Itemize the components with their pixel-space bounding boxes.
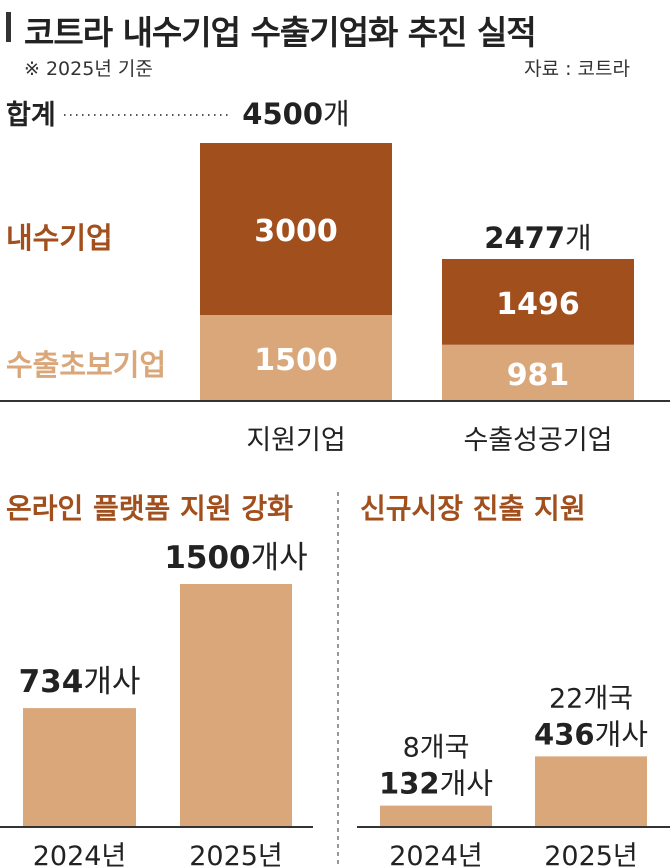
newmarket-chart-value-label: 436개사 — [534, 717, 648, 751]
online-chart-year-label: 2024년 — [33, 841, 127, 868]
newmarket-chart-bar — [380, 805, 492, 827]
online-chart-title: 온라인 플랫폼 지원 강화 — [6, 492, 293, 525]
online-chart-bar — [180, 584, 292, 827]
segment-value-label: 1500 — [254, 343, 338, 378]
online-chart-year-label: 2025년 — [189, 841, 283, 868]
newmarket-chart-year-label: 2025년 — [544, 841, 638, 868]
bar-segment-export-beginner — [200, 315, 392, 401]
newmarket-chart-country-count-label: 8개국 — [403, 733, 470, 764]
newmarket-chart-value-label: 132개사 — [379, 767, 493, 801]
source-note: 자료 : 코트라 — [524, 58, 630, 80]
online-chart-value-label: 1500개사 — [164, 540, 307, 576]
newmarket-chart-country-count-label: 22개국 — [549, 683, 633, 714]
bar-segment-domestic — [442, 258, 634, 345]
online-chart-bar — [23, 708, 136, 827]
newmarket-chart-title: 신규시장 진출 지원 — [360, 492, 586, 525]
segment-value-label: 1496 — [496, 287, 580, 322]
page-title: 코트라 내수기업 수출기업화 추진 실적 — [24, 13, 537, 52]
base-year-note: ※ 2025년 기준 — [24, 58, 153, 80]
segment-value-label: 981 — [507, 358, 570, 393]
bar-segment-domestic — [200, 143, 392, 315]
category-label: 지원기업 — [246, 425, 345, 456]
total-value-label: 2477개 — [484, 221, 591, 255]
category-label: 수출성공기업 — [463, 425, 612, 456]
total-value-label: 4500개 — [242, 97, 349, 131]
title-accent-bar — [6, 12, 11, 42]
newmarket-chart-bar — [535, 756, 647, 827]
newmarket-chart-year-label: 2024년 — [389, 841, 483, 868]
total-label: 합계 — [6, 100, 56, 131]
segment-value-label: 3000 — [254, 214, 338, 249]
legend-label-export-beginner: 수출초보기업 — [6, 348, 166, 382]
legend-label-domestic: 내수기업 — [6, 221, 113, 255]
bar-segment-export-beginner — [442, 344, 634, 401]
online-chart-value-label: 734개사 — [19, 664, 141, 700]
